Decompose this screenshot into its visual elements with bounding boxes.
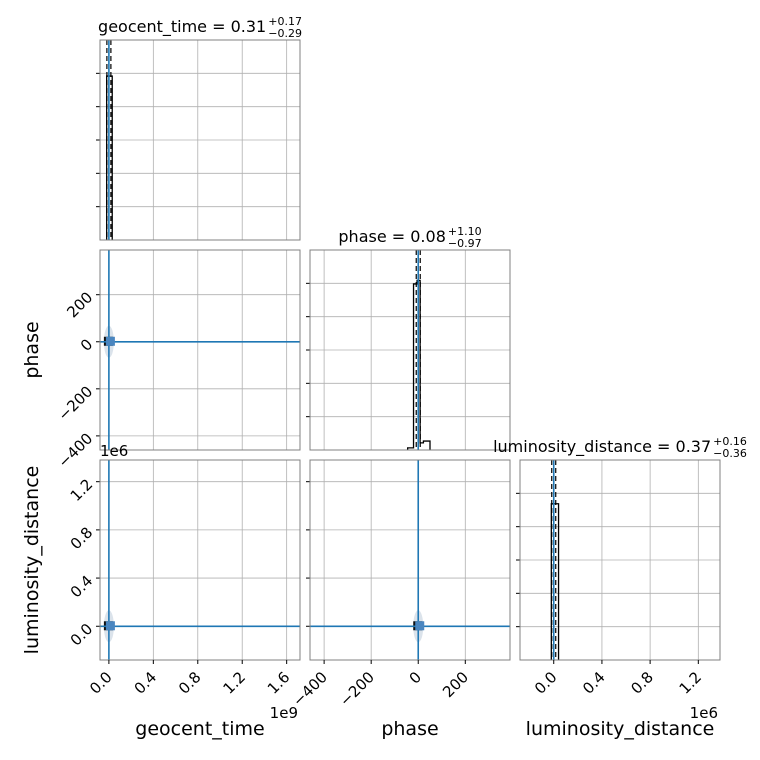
x-tick-label: 0.4 xyxy=(579,668,609,698)
y-tick-label: 200 xyxy=(63,288,96,321)
title-minus: −0.97 xyxy=(448,237,482,250)
panel-title-geocent_time: geocent_time = 0.31 +0.17−0.29 xyxy=(98,15,302,40)
y-tick-label: 0.4 xyxy=(67,572,97,602)
x-axis-label-geocent_time: geocent_time xyxy=(135,718,264,740)
title-plus: +0.17 xyxy=(268,15,302,28)
x-tick-label: 0 xyxy=(406,668,425,687)
panel-title-phase: phase = 0.08 +1.10−0.97 xyxy=(338,225,481,250)
truth-marker xyxy=(105,621,115,631)
x-tick-label: 1.2 xyxy=(676,668,706,698)
y-tick-label: −200 xyxy=(55,382,97,424)
x-tick-label: 200 xyxy=(439,668,472,701)
truth-marker xyxy=(415,621,425,631)
x-tick-label: −200 xyxy=(336,668,378,710)
hist-phase-grid xyxy=(310,250,510,450)
y-axis-label-luminosity_distance: luminosity_distance xyxy=(21,466,43,655)
x-tick-label: −400 xyxy=(289,668,331,710)
y-tick-label: −400 xyxy=(55,430,97,472)
scatter-geocent_time-phase-grid xyxy=(100,250,300,450)
panel-frame xyxy=(99,459,301,661)
panel-frame xyxy=(99,249,301,451)
panel-frame xyxy=(309,459,511,661)
x-tick-label: 0.8 xyxy=(627,668,657,698)
title-plus: +0.16 xyxy=(713,435,747,448)
hist-geocent_time-grid xyxy=(100,40,300,240)
y-axis-label-phase: phase xyxy=(21,321,43,378)
panel-frame xyxy=(99,39,301,241)
x-tick-label: 1.2 xyxy=(219,668,249,698)
x-axis-label-luminosity_distance: luminosity_distance xyxy=(526,718,715,740)
truth-marker xyxy=(105,336,115,346)
y-tick-label: 0.8 xyxy=(67,524,97,554)
panel-frame xyxy=(309,249,511,451)
hist-luminosity_distance-grid xyxy=(520,460,720,660)
y-tick-label: 1.2 xyxy=(67,475,97,505)
y-tick-label: 0.0 xyxy=(67,620,97,650)
x-tick-label: 0.4 xyxy=(131,668,161,698)
hist-panel-phase: phase = 0.08 +1.10−0.97 xyxy=(306,225,511,451)
x-tick-label: 0.0 xyxy=(531,668,561,698)
y-tick-label: 0 xyxy=(77,335,96,354)
x-tick-label: 0.8 xyxy=(175,668,205,698)
hist-panel-luminosity_distance: luminosity_distance = 0.37 +0.16−0.36 0.0 0… xyxy=(493,435,747,740)
title-minus: −0.29 xyxy=(268,27,302,40)
histogram-bars xyxy=(550,503,560,660)
panel-frame xyxy=(519,459,721,661)
x-offset-label: 1e6 xyxy=(690,704,718,722)
title-plus: +1.10 xyxy=(448,225,482,238)
x-axis-label-phase: phase xyxy=(381,718,438,740)
x-offset-label: 1e9 xyxy=(270,704,298,722)
scatter-panel-geocent_time-phase: −400 −200 0 200 phase xyxy=(21,249,301,472)
x-tick-label: 0.0 xyxy=(86,668,116,698)
panel-title-luminosity_distance: luminosity_distance = 0.37 +0.16−0.36 xyxy=(493,435,747,460)
y-offset-label: 1e6 xyxy=(100,442,128,460)
hist-panel-geocent_time: geocent_time = 0.31 +0.17−0.29 xyxy=(96,15,302,241)
title-main: phase = 0.08 xyxy=(338,227,445,246)
scatter-panel-geocent_time-luminosity_distance: 0.0 0.4 0.8 1.2 luminosity_distance 1e6 0.0 0.4… xyxy=(21,442,301,740)
x-tick-label: 1.6 xyxy=(264,668,294,698)
title-minus: −0.36 xyxy=(713,447,747,460)
title-main: geocent_time = 0.31 xyxy=(98,17,266,37)
scatter-geocent_time-luminosity_distance-grid xyxy=(100,460,300,660)
title-main: luminosity_distance = 0.37 xyxy=(493,437,711,457)
scatter-phase-luminosity_distance-grid xyxy=(310,460,510,660)
